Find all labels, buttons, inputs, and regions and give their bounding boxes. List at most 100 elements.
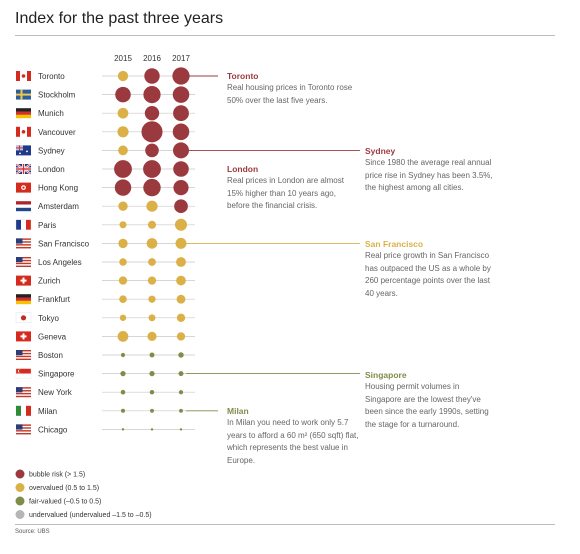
bubble-chicago-2016 [150,428,154,431]
callout-sydney: Sydney Since 1980 the average real annua… [365,145,503,195]
source-note: Source: UBS [15,529,50,535]
city-label-milan: Milan [38,407,57,416]
bubble-tokyo-2015 [119,314,127,321]
bubble-milan-2015 [120,408,126,413]
flag-icon-australia-4 [16,145,31,156]
city-label-london: London [38,165,65,174]
city-label-vancouver: Vancouver [38,128,76,137]
bubble-hong-kong-2015 [114,179,132,196]
legend-label-0: bubble risk (> 1.5) [29,472,85,479]
callout-singapore-text: Housing permit volumes in Singapore are … [365,382,489,429]
legend-label-2: fair-valued (–0.5 to 0.5) [29,499,101,506]
city-label-new-york: New York [38,388,73,397]
bubble-san-francisco-2016 [146,238,158,249]
callout-san-francisco-title: San Francisco [365,239,424,249]
flag-icon-netherlands-7 [16,201,31,212]
bubble-frankfurt-2017 [176,294,186,304]
bubble-munich-2016 [144,106,160,121]
callout-london-title: London [227,164,259,174]
legend-dot-0 [15,469,25,479]
callout-san-francisco-text: Real price growth in San Francisco has o… [365,251,491,298]
callout-london-text: Real prices in London are almost 15% hig… [227,176,344,211]
flag-icon-switzerland-11 [16,275,31,286]
bubble-boston-2015 [120,352,126,358]
bubble-zurich-2016 [147,276,157,285]
city-label-hong-kong: Hong Kong [38,184,78,193]
bubble-geneva-2015 [117,331,129,342]
bubble-zurich-2015 [118,276,128,285]
city-label-toronto: Toronto [38,72,65,81]
bubble-london-2017 [173,161,189,177]
bubble-los-angeles-2015 [119,258,127,266]
bubble-amsterdam-2016 [146,200,158,212]
city-label-sydney: Sydney [38,146,65,155]
bubble-paris-2016 [147,220,157,229]
bubble-vancouver-2016 [141,121,163,143]
flag-icon-hongkong-6 [16,182,31,193]
bubble-chicago-2015 [121,428,125,431]
flag-icon-france-8 [15,219,32,230]
bubble-boston-2017 [178,352,184,358]
flag-icon-canada-0 [16,71,31,81]
page-title: Index for the past three years [15,10,224,27]
bubble-new-york-2017 [178,390,184,395]
bubble-sydney-2017 [173,142,189,159]
callout-sydney-text: Since 1980 the average real annual price… [365,158,493,193]
bubble-stockholm-2016 [143,86,161,104]
city-label-zurich: Zurich [38,277,60,286]
callout-london: London Real prices in London are almost … [227,163,355,213]
callout-singapore: Singapore Housing permit volumes in Sing… [365,369,495,431]
bubble-singapore-2015 [120,370,126,377]
footer-divider [15,524,555,525]
callout-toronto-text: Real housing prices in Toronto rose 50% … [227,83,353,105]
legend-dot-1 [15,483,25,492]
city-label-stockholm: Stockholm [38,91,76,100]
flag-icon-japan-13 [15,312,32,323]
legend-label-3: undervalued (undervalued –1.5 to –0.5) [29,512,152,519]
flag-icon-switzerland-14 [16,331,31,342]
bubble-los-angeles-2016 [148,258,156,266]
flag-icon-italy-18 [16,405,31,416]
bubble-hong-kong-2016 [143,178,161,197]
callout-milan-text: In Milan you need to work only 5.7 years… [227,418,359,465]
city-label-amsterdam: Amsterdam [38,202,79,211]
callout-milan-title: Milan [227,406,249,416]
callout-toronto: Toronto Real housing prices in Toronto r… [227,70,357,107]
bubble-new-york-2015 [120,389,126,395]
bubble-london-2016 [143,160,161,178]
bubble-san-francisco-2017 [175,237,187,249]
bubble-stockholm-2017 [172,86,190,103]
city-label-munich: Munich [38,109,64,118]
city-label-los-angeles: Los Angeles [38,258,82,267]
year-header-2017: 2017 [172,54,190,63]
flag-icon-usa-17 [16,387,31,398]
bubble-munich-2017 [173,105,189,122]
flag-icon-uk-5 [15,163,32,175]
bubble-frankfurt-2015 [119,295,127,304]
bubble-hong-kong-2017 [173,180,189,196]
bubble-paris-2017 [174,218,188,231]
bubble-chicago-2017 [179,428,183,431]
bubble-toronto-2017 [172,67,190,85]
callout-singapore-title: Singapore [365,370,407,380]
bubble-geneva-2017 [176,332,186,341]
callout-sydney-title: Sydney [365,146,396,156]
flag-icon-germany-2 [16,108,31,119]
bubble-milan-2017 [179,408,183,413]
flag-icon-germany-12 [16,294,31,305]
city-label-singapore: Singapore [38,370,75,379]
bubble-london-2015 [114,160,132,178]
bubble-toronto-2016 [144,68,160,84]
bubble-frankfurt-2016 [148,295,156,303]
flag-icon-sweden-1 [16,89,31,100]
bubble-munich-2015 [117,107,129,119]
bubble-tokyo-2017 [176,313,186,323]
year-header-2016: 2016 [143,54,161,63]
year-header-2015: 2015 [114,54,132,63]
flag-icon-usa-10 [16,257,31,268]
flag-icon-singapore-16 [15,368,32,379]
bubble-sydney-2016 [145,143,159,158]
flag-icon-usa-9 [16,238,31,249]
flag-icon-usa-15 [16,350,31,361]
city-label-chicago: Chicago [38,425,68,434]
